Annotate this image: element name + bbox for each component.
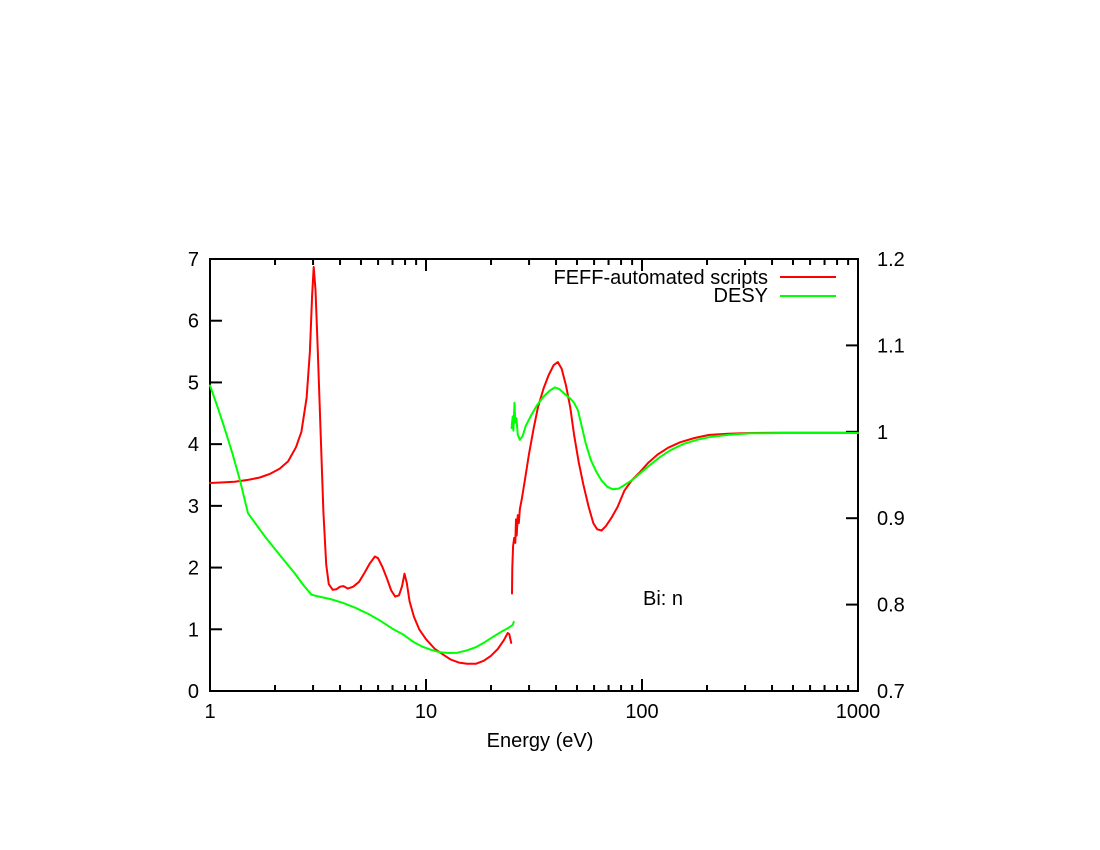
left-tick-label: 7 bbox=[188, 249, 199, 271]
legend-label-feff: FEFF-automated scripts bbox=[553, 267, 768, 289]
curve-desy bbox=[209, 384, 515, 654]
left-tick-label: 2 bbox=[188, 558, 199, 580]
plot-annotation: Bi: n bbox=[643, 588, 683, 610]
left-tick-label: 5 bbox=[188, 372, 199, 394]
right-tick-label: 1 bbox=[877, 422, 888, 444]
x-axis-ticks: 1 10 100 1000 bbox=[204, 259, 880, 723]
right-tick-label: 0.9 bbox=[877, 508, 905, 530]
left-axis-ticks: 0 1 2 3 4 5 6 7 bbox=[188, 249, 222, 703]
right-axis-ticks: 0.7 0.8 0.9 1 1.1 1.2 bbox=[846, 249, 905, 703]
right-tick-label: 0.8 bbox=[877, 595, 905, 617]
x-tick-label: 1 bbox=[204, 701, 215, 723]
legend-label-desy: DESY bbox=[714, 285, 768, 307]
x-tick-label: 1000 bbox=[836, 701, 881, 723]
left-tick-label: 1 bbox=[188, 619, 199, 641]
right-tick-label: 1.2 bbox=[877, 249, 905, 271]
curves-group bbox=[209, 266, 859, 665]
legend: FEFF-automated scripts DESY bbox=[553, 267, 836, 307]
curve-feff bbox=[511, 361, 859, 595]
curve-feff bbox=[209, 266, 513, 665]
x-axis-label: Energy (eV) bbox=[487, 730, 594, 752]
right-tick-label: 1.1 bbox=[877, 335, 905, 357]
x-tick-label: 100 bbox=[625, 701, 658, 723]
curve-desy bbox=[510, 386, 859, 491]
left-tick-label: 3 bbox=[188, 496, 199, 518]
x-tick-label: 10 bbox=[415, 701, 437, 723]
left-tick-label: 0 bbox=[188, 681, 199, 703]
plot-border bbox=[209, 258, 859, 692]
left-tick-label: 4 bbox=[188, 434, 199, 456]
left-tick-label: 6 bbox=[188, 311, 199, 333]
right-tick-label: 0.7 bbox=[877, 681, 905, 703]
